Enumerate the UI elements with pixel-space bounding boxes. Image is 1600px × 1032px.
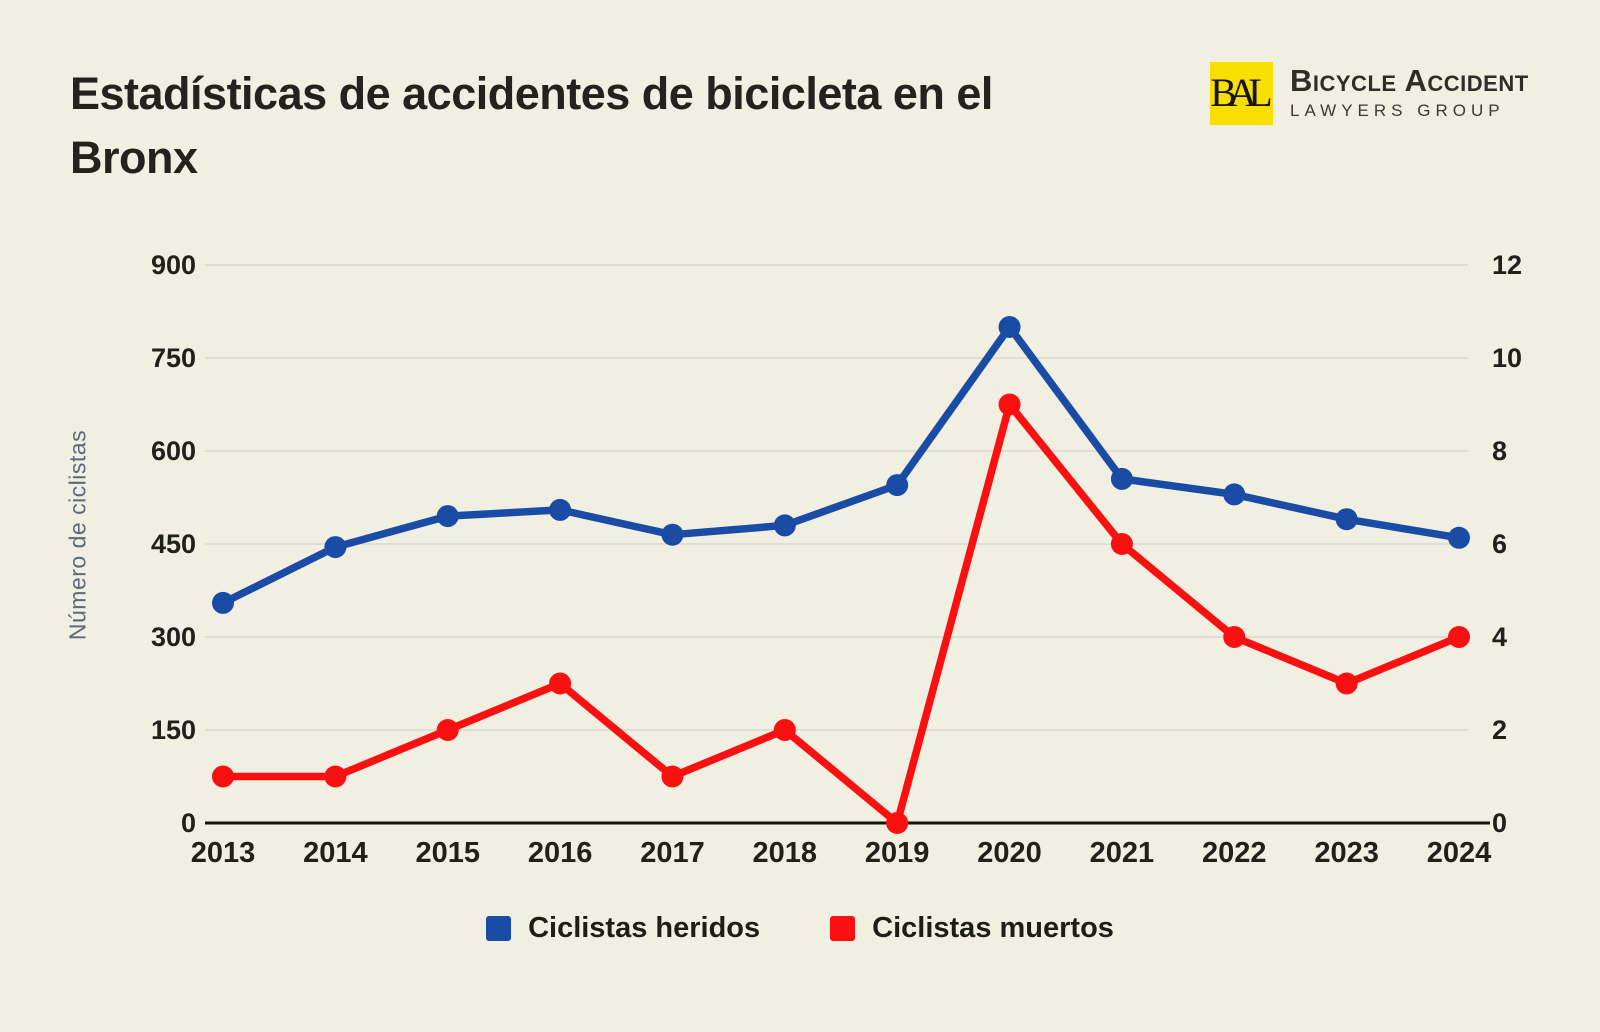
left-axis-tick: 450: [151, 529, 196, 559]
right-axis-tick: 10: [1492, 343, 1522, 373]
right-axis-tick: 8: [1492, 436, 1507, 466]
data-point: [1223, 483, 1246, 506]
data-point: [886, 812, 909, 834]
logo-tagline: LAWYERS GROUP: [1290, 101, 1505, 120]
logo-company-name: Bicycle Accident: [1290, 63, 1529, 98]
right-axis-tick: 0: [1492, 808, 1507, 838]
legend-item: Ciclistas muertos: [830, 912, 1114, 945]
data-point: [886, 474, 909, 497]
x-axis-tick: 2019: [865, 837, 930, 869]
right-axis-tick: 2: [1492, 715, 1507, 745]
x-axis-tick: 2015: [415, 837, 480, 869]
data-point: [436, 719, 459, 741]
logo-monogram: BAL: [1210, 70, 1272, 115]
data-point: [324, 536, 347, 559]
data-point: [1335, 672, 1358, 695]
series-line: [219, 400, 1463, 827]
data-point: [549, 672, 572, 695]
logo-text: Bicycle Accident LAWYERS GROUP: [1290, 65, 1529, 122]
x-axis-tick: 2024: [1427, 837, 1492, 869]
chart-legend: Ciclistas heridos Ciclistas muertos: [0, 912, 1600, 945]
x-axis-tick: 2017: [640, 837, 705, 869]
x-axis-tick: 2018: [753, 837, 818, 869]
data-point: [1448, 626, 1470, 648]
legend-swatch: [830, 916, 856, 941]
legend-label: Ciclistas muertos: [872, 912, 1114, 944]
data-point: [212, 591, 234, 614]
data-point: [1110, 533, 1133, 555]
logo-mark: BAL: [1210, 62, 1273, 125]
x-axis-tick: 2022: [1202, 837, 1267, 869]
x-axis-tick: 2016: [528, 837, 593, 869]
left-axis-tick: 600: [151, 436, 196, 466]
data-point: [998, 316, 1021, 338]
data-point: [661, 765, 684, 788]
left-axis-tick: 750: [151, 343, 196, 373]
left-axis-tick: 900: [151, 250, 196, 280]
page-title: Estadísticas de accidentes de bicicleta …: [70, 68, 993, 183]
data-point: [1335, 508, 1358, 531]
x-axis-tick: 2014: [303, 837, 368, 869]
data-point: [773, 719, 796, 741]
right-axis-tick: 4: [1492, 622, 1507, 652]
left-axis-tick: 150: [151, 715, 196, 745]
data-point: [324, 765, 347, 788]
legend-item: Ciclistas heridos: [486, 912, 760, 945]
right-axis-tick: 6: [1492, 529, 1507, 559]
series-line: [219, 323, 1463, 607]
left-axis-tick: 300: [151, 622, 196, 652]
logo: BAL Bicycle Accident LAWYERS GROUP: [1210, 62, 1529, 125]
data-point: [1110, 467, 1133, 490]
data-point: [212, 765, 234, 788]
x-axis-tick: 2021: [1090, 837, 1155, 869]
x-axis-tick: 2013: [191, 837, 256, 869]
left-axis-tick: 0: [181, 808, 196, 838]
data-point: [661, 523, 684, 546]
data-point: [436, 505, 459, 528]
data-point: [1223, 626, 1246, 648]
legend-label: Ciclistas heridos: [528, 912, 761, 944]
x-axis-tick: 2023: [1314, 837, 1379, 869]
legend-swatch: [486, 916, 512, 941]
data-point: [549, 498, 572, 521]
right-axis-tick: 12: [1492, 250, 1522, 280]
x-axis-tick: 2020: [977, 837, 1042, 869]
data-point: [773, 514, 796, 537]
data-point: [998, 393, 1021, 416]
data-point: [1448, 526, 1470, 549]
